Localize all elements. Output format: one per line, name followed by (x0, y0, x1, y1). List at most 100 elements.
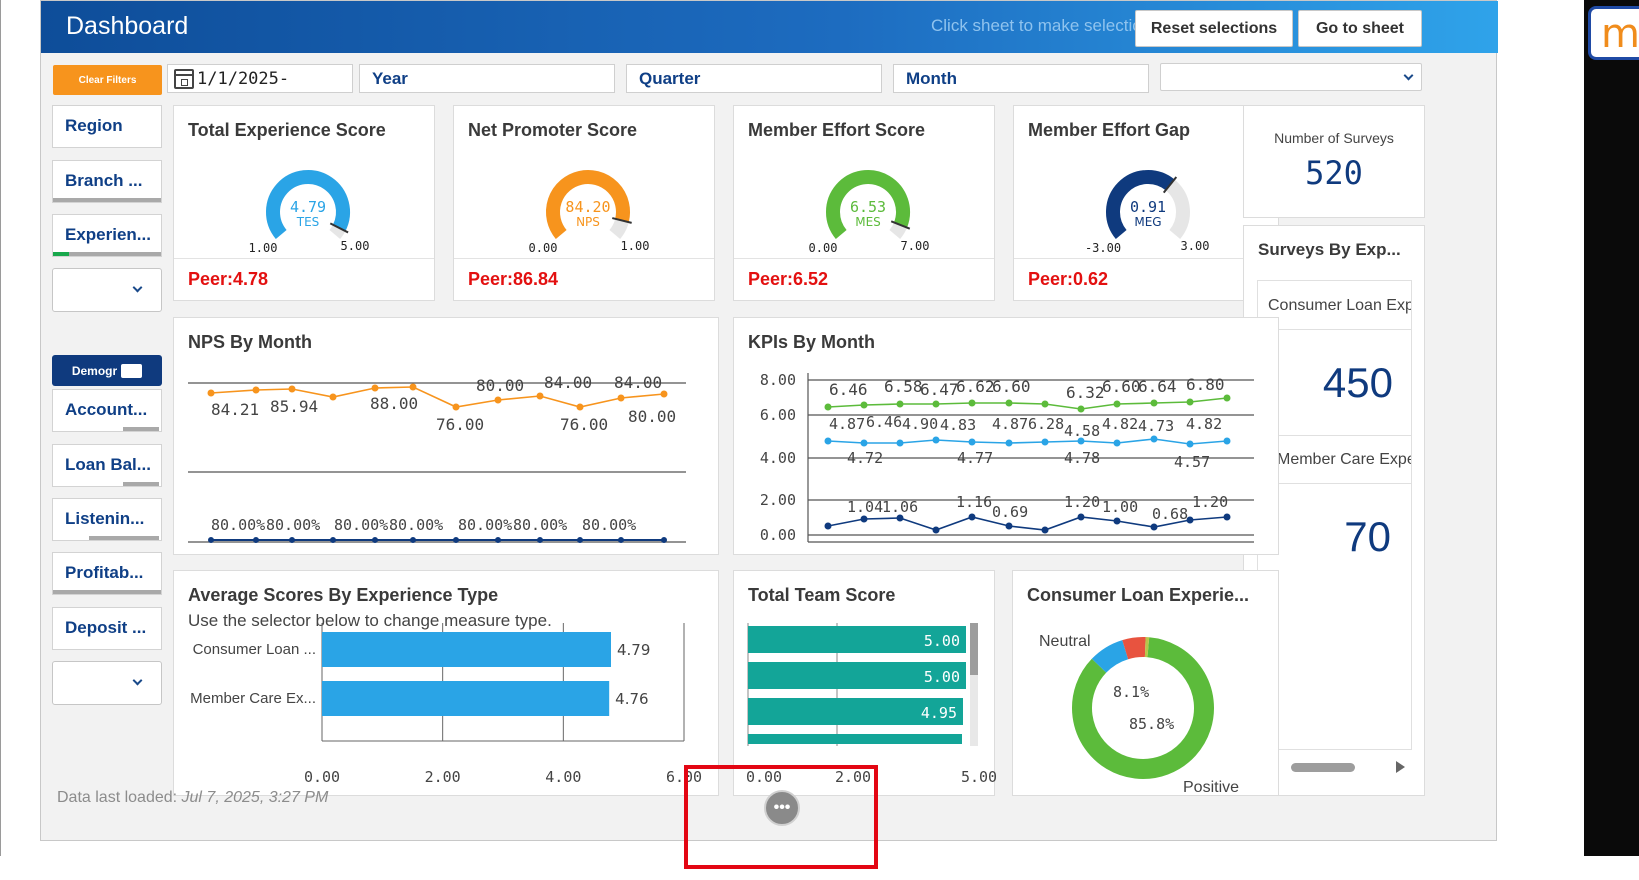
consumer-loan-title: Consumer Loan Experie... (1027, 585, 1250, 605)
kpi-point (932, 526, 940, 534)
gauge-fill (826, 170, 910, 239)
nps-value-label: 80.00 (628, 407, 676, 426)
go-to-sheet-button[interactable]: Go to sheet (1298, 10, 1422, 47)
profitability-filter-label: Profitab... (65, 563, 144, 582)
nps-by-month-chart: 84.21 85.94 88.00 76.00 80.00 84.00 76.00 84.00… (188, 373, 686, 543)
kpi-point (824, 522, 832, 530)
surveys-by-exp-title: Surveys By Exp... (1258, 240, 1401, 259)
experience-filter[interactable]: Experien... (52, 214, 162, 257)
kpi-green-label: 6.47 (920, 380, 959, 399)
nps-by-month-title: NPS By Month (188, 332, 312, 352)
avg-scores-card: Average Scores By Experience Type Use th… (173, 570, 719, 796)
kpi-point (968, 438, 976, 446)
gauge-needle (890, 220, 911, 230)
scrollbar-thumb (970, 623, 978, 675)
kpi-point (932, 436, 940, 444)
avg-score-bar (322, 681, 610, 716)
deposit-filter-label: Deposit ... (65, 618, 147, 637)
year-filter[interactable]: Year (359, 64, 615, 93)
x-tick-label: 4.00 (545, 768, 581, 786)
nps-pct-point (495, 537, 501, 543)
clear-filters-button[interactable]: Clear Filters (53, 65, 162, 95)
kpi-card: Total Experience Score Peer:4.78 4.79 TES 1… (173, 105, 435, 301)
kpi-point (860, 401, 868, 409)
more-options-button[interactable]: ••• (764, 790, 800, 826)
nps-point (252, 386, 260, 394)
account-filter[interactable]: Account... (52, 389, 162, 432)
nps-point (452, 403, 460, 411)
gauge-min: 1.00 (249, 241, 278, 255)
date-range-field[interactable]: 1/1/2025- (167, 64, 353, 93)
nps-pct-label: 80.00% (266, 516, 320, 534)
kpi-green-label: 6.60 (1102, 377, 1141, 396)
nps-value-label: 76.00 (560, 415, 608, 434)
kpi-point (1223, 394, 1231, 402)
kpi-card: Net Promoter Score Peer:86.84 84.20 NPS 0.0… (453, 105, 715, 301)
nps-line (210, 386, 665, 408)
account-filter-label: Account... (65, 400, 148, 419)
kpi-blue-label: 4.72 (847, 449, 883, 467)
nps-point (536, 392, 544, 400)
chevron-down-icon (132, 675, 143, 686)
kpi-navy-label: 0.68 (1152, 505, 1188, 523)
loan-balance-filter[interactable]: Loan Bal... (52, 444, 162, 487)
month-filter[interactable]: Month (893, 64, 1149, 93)
kpi-navy-label: 1.00 (1102, 498, 1138, 516)
demographics-label: Demogr (71, 363, 118, 378)
kpi-point (1113, 517, 1121, 525)
kpi-point (1186, 516, 1194, 524)
nps-point (494, 396, 502, 404)
kpis-by-month-title: KPIs By Month (748, 332, 876, 352)
kpi-blue-label: 4.57 (1174, 453, 1210, 471)
experience-count: 70 (1344, 513, 1391, 560)
profitability-filter[interactable]: Profitab... (52, 552, 162, 595)
demographics-toggle-button[interactable]: Demogr (52, 355, 162, 386)
kpi-blue-label: 4.82 (1186, 415, 1222, 433)
team-score-value: 4.95 (921, 704, 957, 722)
experience-count: 450 (1322, 359, 1393, 406)
loan-balance-filter-label: Loan Bal... (65, 455, 151, 474)
y-tick-label: 0.00 (760, 526, 796, 544)
nps-value-label: 85.94 (270, 397, 318, 416)
kpi-title: Total Experience Score (188, 120, 386, 140)
team-score-bar (748, 662, 966, 689)
branch-filter[interactable]: Branch ... (52, 160, 162, 203)
scroll-right-icon[interactable] (1396, 761, 1405, 773)
kpi-blue-label: 4.73 (1138, 417, 1174, 435)
kpi-blue-label: 4.87 (992, 415, 1028, 433)
kpi-blue-label: 4.82 (1102, 415, 1138, 433)
gauge-max: 7.00 (901, 239, 930, 253)
deposit-filter[interactable]: Deposit ... (52, 607, 162, 650)
team-score-bar (748, 698, 963, 725)
measure-dropdown[interactable] (1160, 63, 1422, 91)
experience-type-label: Member Care Expe (1277, 451, 1412, 468)
team-score-bar (748, 734, 962, 744)
nps-point (409, 383, 417, 391)
region-filter[interactable]: Region (52, 105, 162, 148)
nps-pct-label: 80.00% (513, 516, 567, 534)
y-tick-label: 8.00 (760, 371, 796, 389)
nps-point (371, 384, 379, 392)
app-logo[interactable]: m (1588, 6, 1639, 60)
kpi-point (824, 437, 832, 445)
y-tick-label: 6.00 (760, 406, 796, 424)
quarter-filter[interactable]: Quarter (626, 64, 882, 93)
horizontal-scrollbar[interactable] (1291, 763, 1355, 772)
gauge-fill (266, 170, 350, 239)
left-dropdown-2[interactable] (52, 661, 162, 705)
kpi-point (1005, 522, 1013, 530)
kpi-title: Member Effort Score (748, 120, 926, 140)
kpi-blue-label: 4.58 (1064, 422, 1100, 440)
experience-filter-label: Experien... (65, 225, 151, 244)
kpi-point (1005, 439, 1013, 447)
avg-score-bar (322, 632, 611, 667)
kpi-point (1186, 440, 1194, 448)
gauge-value: 0.91 (1130, 198, 1166, 216)
header-bar: Dashboard Click sheet to make selections… (41, 1, 1498, 53)
reset-selections-button[interactable]: Reset selections (1135, 10, 1293, 47)
region-filter-label: Region (65, 116, 123, 135)
left-dropdown-1[interactable] (52, 268, 162, 312)
toggle-icon (121, 363, 143, 378)
listening-filter[interactable]: Listenin... (52, 498, 162, 541)
